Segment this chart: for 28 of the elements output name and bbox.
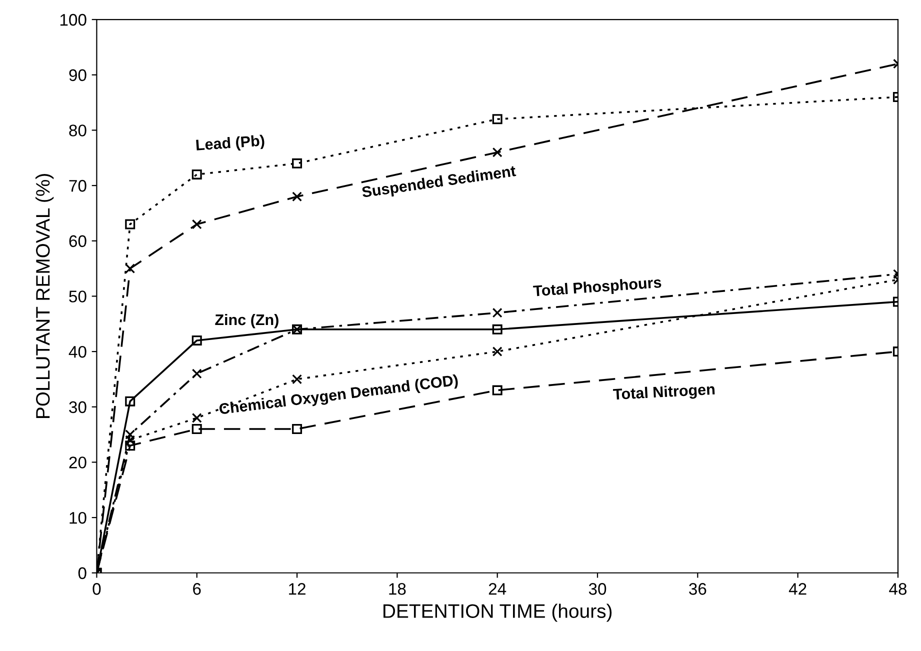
y-tick-label: 100 bbox=[60, 14, 86, 26]
x-tick-label: 48 bbox=[889, 583, 907, 595]
y-tick-label: 60 bbox=[69, 235, 86, 248]
x-tick-label: 6 bbox=[193, 583, 201, 595]
y-tick-label: 20 bbox=[69, 456, 86, 468]
x-tick-label: 42 bbox=[788, 583, 806, 595]
series-label: Total Phosphours bbox=[532, 276, 662, 300]
text: Suspended Sediment bbox=[361, 164, 517, 201]
series-label: Lead (Pb) bbox=[196, 134, 265, 154]
y-tick-label: 10 bbox=[70, 512, 86, 524]
x-tick-label: 0 bbox=[92, 583, 101, 595]
y-tick-label: 70 bbox=[69, 180, 86, 192]
series-label: Total Nitrogen bbox=[612, 383, 715, 403]
y-tick-label: 50 bbox=[69, 290, 86, 302]
x-axis-title: DETENTION TIME (hours) bbox=[384, 604, 612, 622]
x-tick-label: 12 bbox=[289, 583, 306, 595]
x-tick-label: 18 bbox=[389, 583, 406, 595]
x-tick-label: 36 bbox=[689, 583, 706, 595]
y-tick-label: 80 bbox=[69, 124, 86, 136]
y-tick-label: 30 bbox=[69, 401, 86, 414]
x-tick-label: 24 bbox=[488, 583, 506, 595]
y-tick-label: 0 bbox=[78, 567, 86, 580]
y-tick-label: 40 bbox=[68, 346, 86, 358]
y-axis-title: POLLUTANT REMOVAL (%) bbox=[35, 174, 54, 418]
text: Chemical Oxygen Demand (COD) bbox=[218, 374, 459, 418]
x-tick-label: 30 bbox=[588, 583, 606, 595]
series-label: Zinc (Zn) bbox=[215, 314, 278, 328]
y-tick-label: 90 bbox=[69, 69, 86, 82]
